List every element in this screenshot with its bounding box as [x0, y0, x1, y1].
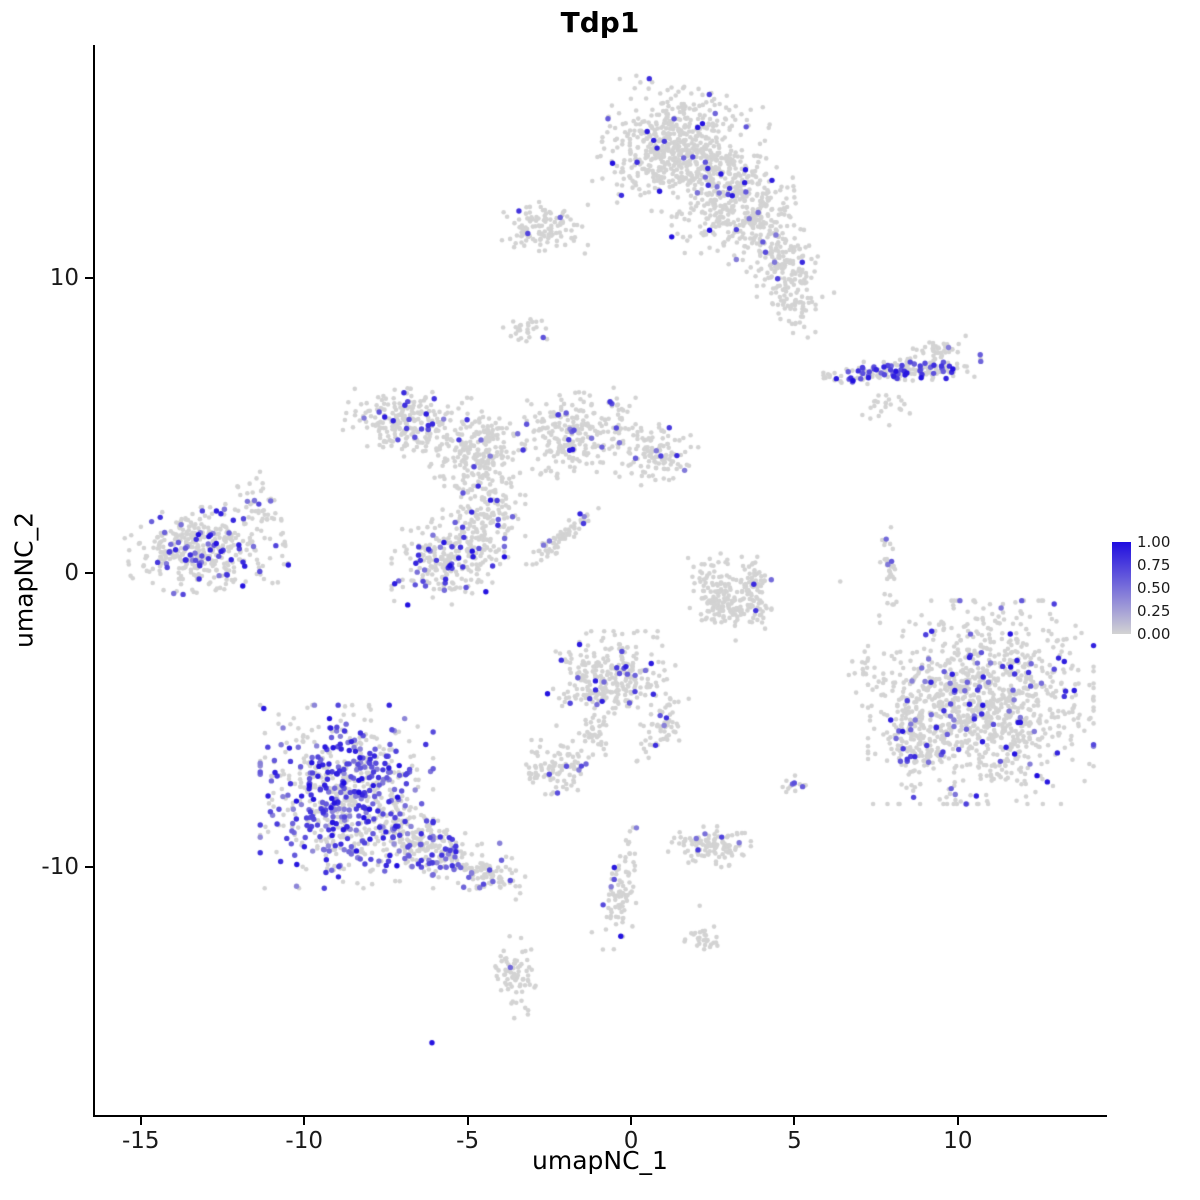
legend-tick-label: 0.00 — [1137, 625, 1171, 643]
legend-tick-label: 0.75 — [1137, 556, 1171, 574]
x-tick-label: -15 — [121, 1128, 160, 1154]
legend-tick-label: 0.50 — [1137, 579, 1171, 597]
x-tick-label: 10 — [943, 1128, 973, 1154]
x-tick-mark — [139, 1117, 142, 1125]
x-tick-mark — [303, 1117, 306, 1125]
y-tick-mark — [85, 276, 93, 279]
scatter-canvas — [95, 45, 1105, 1115]
y-tick-mark — [85, 866, 93, 869]
y-tick-label: 10 — [49, 264, 79, 291]
x-tick-mark — [630, 1117, 633, 1125]
plot-panel — [95, 45, 1105, 1115]
x-axis-title: umapNC_1 — [532, 1146, 668, 1175]
y-tick-label: 0 — [64, 559, 79, 586]
x-tick-mark — [956, 1117, 959, 1125]
x-tick-label: -10 — [285, 1128, 323, 1154]
x-tick-label: 0 — [623, 1128, 639, 1154]
y-tick-mark — [85, 571, 93, 574]
x-axis-line — [93, 1115, 1107, 1117]
y-axis-line — [93, 45, 95, 1117]
x-tick-mark — [793, 1117, 796, 1125]
plot-title: Tdp1 — [560, 6, 640, 39]
y-axis-title: umapNC_2 — [9, 512, 39, 648]
legend-gradient-bar — [1112, 542, 1131, 634]
legend-tick-label: 1.00 — [1137, 533, 1171, 551]
x-tick-label: -5 — [456, 1128, 480, 1154]
x-tick-label: 5 — [787, 1128, 802, 1154]
legend-tick-label: 0.25 — [1137, 602, 1171, 620]
expression-legend: 1.00 0.75 0.50 0.25 0.00 — [1112, 534, 1197, 643]
y-tick-label: -10 — [41, 854, 79, 881]
x-tick-mark — [466, 1117, 469, 1125]
